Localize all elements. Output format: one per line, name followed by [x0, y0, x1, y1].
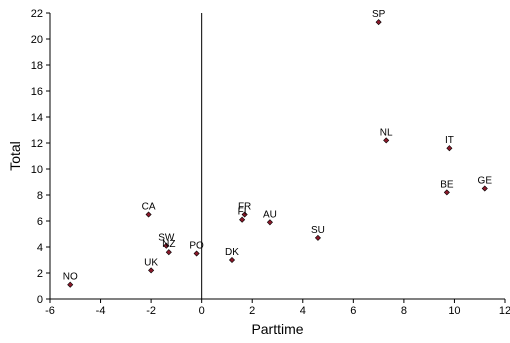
data-points	[67, 19, 488, 288]
data-point-fi	[239, 216, 246, 223]
x-tick-label: 8	[401, 305, 407, 317]
point-label-no: NO	[63, 272, 78, 283]
x-tick-label: 2	[249, 305, 255, 317]
y-tick-label: 16	[31, 86, 43, 98]
point-label-fi: FI	[238, 207, 247, 218]
x-tick-label: 10	[448, 305, 460, 317]
point-label-sw: SW	[158, 233, 175, 244]
x-tick-label: -6	[45, 305, 55, 317]
x-tick-label: 0	[199, 305, 205, 317]
y-tick-label: 0	[37, 294, 43, 306]
x-axis-title: Parttime	[251, 321, 303, 337]
data-point-fr	[241, 211, 248, 218]
point-label-nz: NZ	[162, 239, 175, 250]
data-point-au	[266, 219, 273, 226]
data-point-sw	[163, 242, 170, 249]
data-point-sp	[375, 19, 382, 26]
data-point-nz	[165, 249, 172, 256]
y-axis-title: Total	[7, 141, 23, 171]
data-point-it	[446, 145, 453, 152]
data-point-no	[67, 281, 74, 288]
y-tick-label: 14	[31, 112, 43, 124]
point-label-be: BE	[440, 179, 454, 190]
data-point-ge	[481, 185, 488, 192]
x-tick-label: 12	[499, 305, 510, 317]
y-tick-label: 6	[37, 216, 43, 228]
point-label-it: IT	[445, 135, 454, 146]
point-label-sp: SP	[372, 9, 386, 20]
data-point-nl	[383, 137, 390, 144]
point-label-ca: CA	[142, 202, 156, 213]
x-tick-label: -4	[96, 305, 106, 317]
x-tick-label: 4	[300, 305, 306, 317]
data-point-be	[443, 189, 450, 196]
y-tick-label: 20	[31, 34, 43, 46]
y-tick-label: 12	[31, 138, 43, 150]
data-point-dk	[228, 256, 236, 264]
point-label-fr: FR	[238, 202, 251, 213]
data-point-uk	[148, 267, 155, 274]
point-label-su: SU	[311, 225, 325, 236]
y-tick-label: 22	[31, 8, 43, 20]
y-tick-label: 18	[31, 60, 43, 72]
point-label-nl: NL	[380, 127, 393, 138]
axes: -6 -4 -2 0 2 4 6 8 10 12 0 2 4 6 8 10 12 14 16 18 20 22	[31, 8, 510, 317]
y-tick-label: 2	[37, 268, 43, 280]
y-tick-label: 4	[37, 242, 43, 254]
point-label-po: PO	[189, 241, 204, 252]
x-tick-label: -2	[146, 305, 156, 317]
point-label-ge: GE	[478, 176, 493, 187]
data-point-su	[314, 234, 321, 241]
data-point-ca	[145, 211, 152, 218]
y-tick-label: 8	[37, 190, 43, 202]
point-label-uk: UK	[144, 257, 158, 268]
data-point-po	[193, 250, 200, 257]
point-label-au: AU	[263, 209, 277, 220]
y-tick-label: 10	[31, 164, 43, 176]
x-tick-label: 6	[350, 305, 356, 317]
point-label-dk: DK	[225, 247, 239, 258]
